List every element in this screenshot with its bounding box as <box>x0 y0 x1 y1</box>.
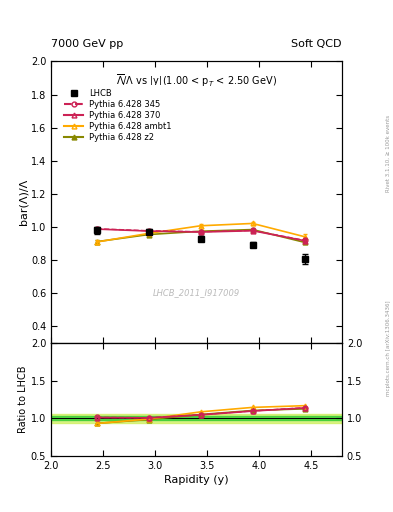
Text: 7000 GeV pp: 7000 GeV pp <box>51 38 123 49</box>
Text: Rivet 3.1.10, ≥ 100k events: Rivet 3.1.10, ≥ 100k events <box>386 115 391 192</box>
Text: $\overline{\Lambda}/\Lambda$ vs |y|(1.00 < p$_T$ < 2.50 GeV): $\overline{\Lambda}/\Lambda$ vs |y|(1.00… <box>116 73 277 89</box>
Text: LHCB_2011_I917009: LHCB_2011_I917009 <box>153 288 240 297</box>
Legend: LHCB, Pythia 6.428 345, Pythia 6.428 370, Pythia 6.428 ambt1, Pythia 6.428 z2: LHCB, Pythia 6.428 345, Pythia 6.428 370… <box>61 86 175 145</box>
Y-axis label: bar(Λ)/Λ: bar(Λ)/Λ <box>18 179 28 225</box>
X-axis label: Rapidity (y): Rapidity (y) <box>164 475 229 485</box>
Text: mcplots.cern.ch [arXiv:1306.3436]: mcplots.cern.ch [arXiv:1306.3436] <box>386 301 391 396</box>
Text: Soft QCD: Soft QCD <box>292 38 342 49</box>
Y-axis label: Ratio to LHCB: Ratio to LHCB <box>18 366 28 433</box>
